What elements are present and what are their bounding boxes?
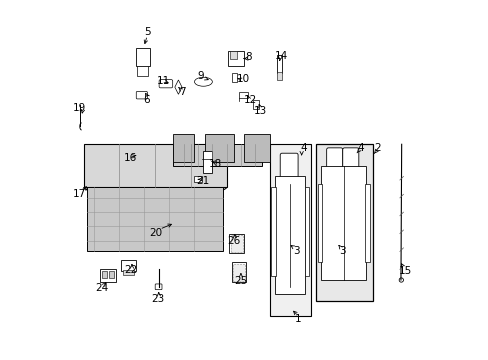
Bar — [205, 134, 233, 162]
Text: 4: 4 — [300, 143, 306, 153]
Bar — [277, 72, 281, 80]
Polygon shape — [87, 187, 223, 251]
Bar — [123, 270, 134, 275]
Bar — [108, 271, 114, 278]
Text: 2: 2 — [373, 143, 380, 153]
Bar — [304, 187, 308, 276]
Text: 18: 18 — [208, 159, 222, 169]
FancyBboxPatch shape — [326, 148, 342, 171]
Ellipse shape — [398, 278, 403, 282]
Bar — [365, 184, 369, 262]
Bar — [276, 55, 282, 73]
Text: 26: 26 — [227, 237, 240, 247]
Text: 12: 12 — [243, 95, 256, 105]
Text: 24: 24 — [95, 283, 108, 293]
Text: 13: 13 — [253, 107, 266, 116]
Text: 22: 22 — [124, 265, 138, 275]
Ellipse shape — [194, 77, 212, 86]
Bar — [173, 134, 194, 162]
Text: 7: 7 — [179, 87, 185, 98]
Text: 6: 6 — [142, 95, 149, 105]
Text: 5: 5 — [144, 27, 150, 37]
Polygon shape — [83, 144, 226, 187]
Bar — [137, 66, 148, 76]
Bar — [269, 144, 310, 316]
Text: 8: 8 — [244, 52, 251, 62]
Bar — [229, 234, 244, 253]
Bar — [102, 271, 107, 278]
Text: 9: 9 — [197, 71, 204, 81]
Text: 1: 1 — [294, 314, 301, 324]
Text: 11: 11 — [156, 76, 169, 86]
Polygon shape — [175, 80, 182, 94]
Text: 21: 21 — [196, 176, 209, 186]
FancyBboxPatch shape — [155, 284, 162, 290]
Bar — [239, 93, 247, 98]
FancyBboxPatch shape — [159, 80, 172, 88]
FancyBboxPatch shape — [342, 148, 358, 171]
Bar — [315, 144, 372, 301]
Text: 25: 25 — [234, 276, 247, 286]
FancyBboxPatch shape — [280, 153, 298, 178]
Bar — [231, 73, 237, 82]
Text: 14: 14 — [274, 51, 287, 61]
Bar — [203, 152, 212, 173]
Text: 19: 19 — [73, 103, 86, 113]
Text: 3: 3 — [339, 247, 346, 256]
Text: 3: 3 — [292, 247, 299, 256]
Bar — [233, 264, 244, 281]
Bar — [317, 184, 322, 262]
Bar — [231, 262, 246, 282]
Bar — [230, 235, 242, 252]
Text: 10: 10 — [237, 74, 250, 84]
Bar — [253, 100, 258, 109]
Bar — [271, 187, 275, 276]
Bar — [230, 51, 237, 59]
Bar — [228, 51, 244, 66]
Bar — [135, 48, 149, 66]
Text: 4: 4 — [357, 143, 363, 153]
Bar — [194, 176, 201, 182]
Bar — [321, 166, 365, 280]
Text: 23: 23 — [151, 294, 164, 303]
Text: 16: 16 — [123, 153, 137, 163]
Bar — [121, 260, 135, 271]
Text: 17: 17 — [73, 189, 86, 199]
FancyBboxPatch shape — [136, 91, 147, 99]
Bar — [274, 176, 305, 294]
Bar — [244, 134, 269, 162]
Text: 15: 15 — [398, 266, 411, 276]
Bar — [100, 269, 116, 282]
Polygon shape — [173, 144, 262, 166]
Text: 20: 20 — [149, 228, 162, 238]
